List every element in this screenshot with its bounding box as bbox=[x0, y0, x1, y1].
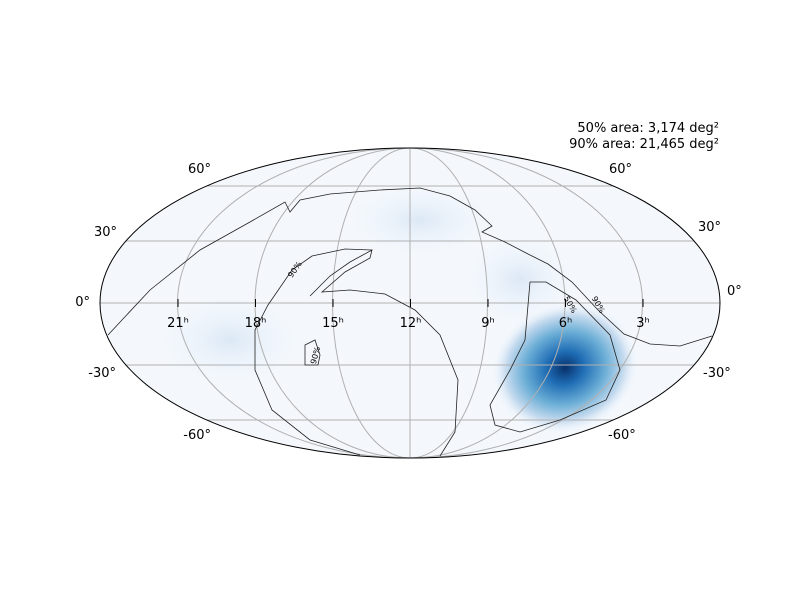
latitude-label: 0° bbox=[75, 295, 90, 310]
area-annotation: 50% area: 3,174 deg² bbox=[577, 121, 719, 136]
ra-label: 6ʰ bbox=[559, 316, 573, 331]
sky-border bbox=[99, 147, 721, 459]
latitude-label: -30° bbox=[88, 366, 116, 381]
latitude-label: -30° bbox=[703, 366, 731, 381]
latitude-label: 30° bbox=[94, 225, 117, 240]
latitude-label: -60° bbox=[608, 428, 636, 443]
ra-label: 21ʰ bbox=[167, 316, 189, 331]
ra-label: 15ʰ bbox=[322, 316, 344, 331]
ra-label: 9ʰ bbox=[481, 316, 495, 331]
latitude-label: 60° bbox=[609, 162, 632, 177]
ra-label: 12ʰ bbox=[400, 316, 422, 331]
ra-label: 3ʰ bbox=[636, 316, 650, 331]
latitude-label: 0° bbox=[727, 284, 742, 299]
latitude-label: 30° bbox=[698, 220, 721, 235]
ra-label: 18ʰ bbox=[245, 316, 267, 331]
contours bbox=[107, 187, 713, 457]
area-annotation: 90% area: 21,465 deg² bbox=[569, 137, 719, 152]
latitude-label: 60° bbox=[188, 162, 211, 177]
latitude-label: -60° bbox=[183, 428, 211, 443]
